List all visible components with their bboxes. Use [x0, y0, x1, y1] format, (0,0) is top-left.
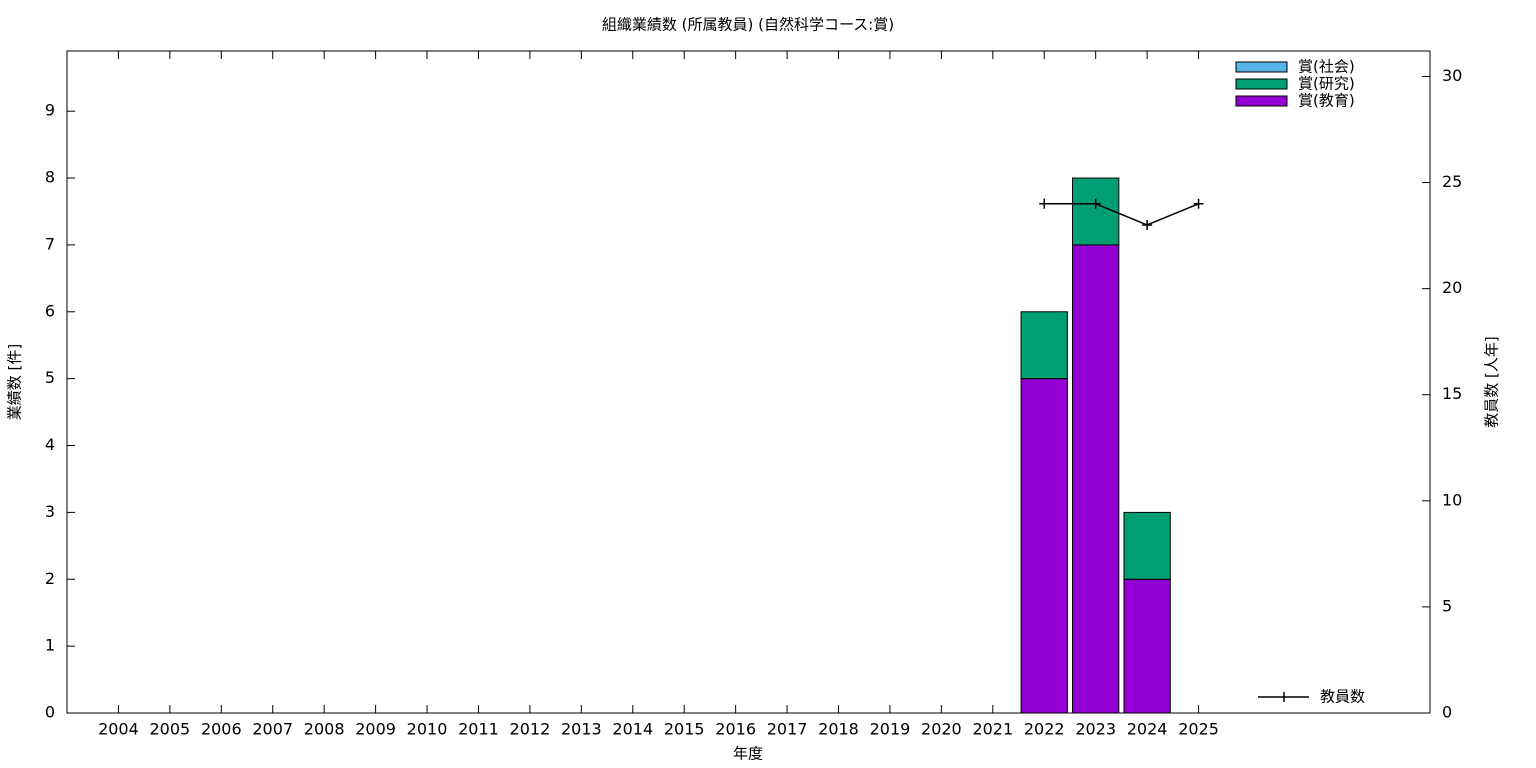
y-tick-label: 8 [45, 168, 55, 187]
y2-tick-label: 15 [1442, 384, 1462, 403]
x-tick-label: 2018 [818, 720, 859, 739]
y-tick-label: 4 [45, 435, 55, 454]
point [1090, 198, 1101, 209]
y-tick-label: 7 [45, 234, 55, 253]
x-tick-label: 2021 [972, 720, 1013, 739]
plot-frame [66, 50, 1431, 714]
y-tick-label: 1 [45, 636, 55, 655]
legend-swatch [1235, 95, 1288, 107]
y-tick-label: 2 [45, 569, 55, 588]
y2-tick-label: 30 [1442, 66, 1462, 85]
line [1044, 203, 1199, 226]
legend-label: 教員数 [1320, 688, 1365, 706]
x-tick-label: 2016 [715, 720, 756, 739]
x-tick-label: 2015 [664, 720, 705, 739]
y-tick-label: 0 [45, 703, 55, 722]
y-tick-label: 5 [45, 368, 55, 387]
x-tick-label: 2019 [870, 720, 911, 739]
x-tick-label: 2024 [1127, 720, 1168, 739]
x-axis-label: 年度 [733, 745, 763, 763]
x-tick-label: 2023 [1075, 720, 1116, 739]
x-tick-label: 2012 [510, 720, 551, 739]
x-tick-label: 2020 [921, 720, 962, 739]
x-tick-label: 2025 [1178, 720, 1219, 739]
point [1039, 198, 1050, 209]
y2-tick-label: 5 [1442, 596, 1452, 615]
point [1142, 219, 1153, 230]
x-tick-label: 2010 [407, 720, 448, 739]
x-tick-label: 2005 [150, 720, 191, 739]
x-tick-label: 2014 [612, 720, 653, 739]
y-tick-label: 3 [45, 502, 55, 521]
y2-tick-label: 20 [1442, 278, 1462, 297]
bar [1020, 311, 1068, 380]
legend-swatch [1235, 61, 1288, 73]
point [1193, 198, 1204, 209]
x-tick-label: 2011 [458, 720, 499, 739]
y2-tick-label: 0 [1442, 703, 1452, 722]
y2-axis-label: 教員数 [人年] [1483, 336, 1501, 427]
legend-swatch [1235, 78, 1288, 90]
bar [1123, 578, 1171, 714]
y-tick-label: 9 [45, 101, 55, 120]
x-tick-label: 2017 [767, 720, 808, 739]
bar [1072, 177, 1120, 246]
x-tick-label: 2009 [355, 720, 396, 739]
x-tick-label: 2008 [304, 720, 345, 739]
y-axis-label: 業績数 [件] [6, 344, 24, 420]
y2-tick-label: 10 [1442, 490, 1462, 509]
x-tick-label: 2022 [1024, 720, 1065, 739]
x-tick-label: 2006 [201, 720, 242, 739]
x-tick-label: 2004 [98, 720, 139, 739]
bar [1072, 244, 1120, 714]
legend-line [1258, 692, 1309, 702]
legend-label: 賞(研究) [1298, 75, 1355, 93]
x-tick-label: 2013 [561, 720, 602, 739]
y2-tick-label: 25 [1442, 172, 1462, 191]
bar [1020, 378, 1068, 714]
x-tick-label: 2007 [252, 720, 293, 739]
y-tick-label: 6 [45, 301, 55, 320]
chart-title: 組織業績数 (所属教員) (自然科学コース:賞) [602, 16, 894, 34]
bar [1123, 511, 1171, 580]
legend-label: 賞(教育) [1298, 92, 1355, 110]
legend-label: 賞(社会) [1298, 58, 1355, 76]
